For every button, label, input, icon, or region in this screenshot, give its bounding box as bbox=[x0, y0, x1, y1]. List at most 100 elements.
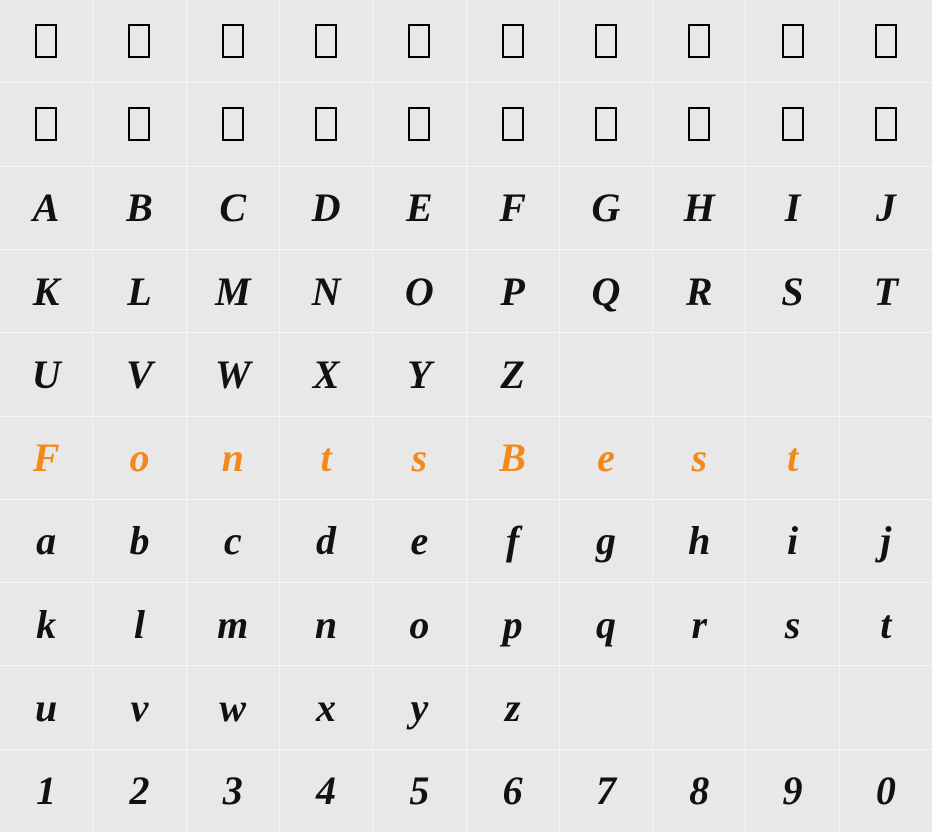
placeholder-glyph-icon bbox=[315, 107, 337, 141]
glyph-cell: v bbox=[93, 666, 185, 748]
glyph-cell bbox=[840, 333, 932, 415]
glyph-cell: L bbox=[93, 250, 185, 332]
glyph-cell bbox=[560, 0, 652, 82]
placeholder-glyph-icon bbox=[875, 24, 897, 58]
glyph-cell: H bbox=[653, 167, 745, 249]
glyph-cell: e bbox=[373, 500, 465, 582]
glyph-grid: ABCDEFGHIJKLMNOPQRSTUVWXYZFontsBestabcde… bbox=[0, 0, 932, 832]
glyph-cell bbox=[653, 0, 745, 82]
glyph-cell: J bbox=[840, 167, 932, 249]
glyph-cell: M bbox=[187, 250, 279, 332]
glyph-cell: 8 bbox=[653, 750, 745, 832]
glyph-cell: E bbox=[373, 167, 465, 249]
glyph-cell bbox=[373, 83, 465, 165]
glyph-cell: h bbox=[653, 500, 745, 582]
glyph-cell: g bbox=[560, 500, 652, 582]
glyph-cell: Y bbox=[373, 333, 465, 415]
glyph-cell bbox=[840, 83, 932, 165]
glyph-cell bbox=[373, 0, 465, 82]
glyph-cell bbox=[467, 83, 559, 165]
placeholder-glyph-icon bbox=[408, 107, 430, 141]
glyph-cell: 7 bbox=[560, 750, 652, 832]
glyph-cell bbox=[653, 83, 745, 165]
glyph-cell: b bbox=[93, 500, 185, 582]
glyph-cell: n bbox=[187, 417, 279, 499]
glyph-cell: K bbox=[0, 250, 92, 332]
placeholder-glyph-icon bbox=[875, 107, 897, 141]
placeholder-glyph-icon bbox=[35, 24, 57, 58]
glyph-cell bbox=[93, 0, 185, 82]
glyph-cell: r bbox=[653, 583, 745, 665]
glyph-cell: a bbox=[0, 500, 92, 582]
glyph-cell: e bbox=[560, 417, 652, 499]
glyph-cell: c bbox=[187, 500, 279, 582]
glyph-cell: C bbox=[187, 167, 279, 249]
glyph-cell bbox=[560, 83, 652, 165]
glyph-cell bbox=[280, 83, 372, 165]
glyph-cell bbox=[840, 0, 932, 82]
glyph-cell: T bbox=[840, 250, 932, 332]
placeholder-glyph-icon bbox=[502, 24, 524, 58]
glyph-cell bbox=[187, 83, 279, 165]
glyph-cell: s bbox=[653, 417, 745, 499]
glyph-cell: A bbox=[0, 167, 92, 249]
glyph-cell: j bbox=[840, 500, 932, 582]
glyph-cell: Z bbox=[467, 333, 559, 415]
placeholder-glyph-icon bbox=[128, 24, 150, 58]
glyph-cell: w bbox=[187, 666, 279, 748]
glyph-cell bbox=[280, 0, 372, 82]
placeholder-glyph-icon bbox=[595, 107, 617, 141]
glyph-cell: 4 bbox=[280, 750, 372, 832]
glyph-cell: 0 bbox=[840, 750, 932, 832]
placeholder-glyph-icon bbox=[222, 107, 244, 141]
glyph-cell: p bbox=[467, 583, 559, 665]
glyph-cell: s bbox=[373, 417, 465, 499]
glyph-cell: o bbox=[93, 417, 185, 499]
glyph-cell: F bbox=[0, 417, 92, 499]
glyph-cell bbox=[653, 333, 745, 415]
placeholder-glyph-icon bbox=[315, 24, 337, 58]
glyph-cell bbox=[560, 333, 652, 415]
glyph-cell: R bbox=[653, 250, 745, 332]
glyph-cell: F bbox=[467, 167, 559, 249]
glyph-cell: U bbox=[0, 333, 92, 415]
glyph-cell: 1 bbox=[0, 750, 92, 832]
glyph-cell bbox=[840, 417, 932, 499]
placeholder-glyph-icon bbox=[502, 107, 524, 141]
glyph-cell: P bbox=[467, 250, 559, 332]
glyph-cell bbox=[653, 666, 745, 748]
glyph-cell: 5 bbox=[373, 750, 465, 832]
glyph-cell: N bbox=[280, 250, 372, 332]
glyph-cell bbox=[746, 83, 838, 165]
glyph-cell: V bbox=[93, 333, 185, 415]
placeholder-glyph-icon bbox=[595, 24, 617, 58]
glyph-cell: G bbox=[560, 167, 652, 249]
glyph-cell: m bbox=[187, 583, 279, 665]
glyph-cell: D bbox=[280, 167, 372, 249]
glyph-cell: q bbox=[560, 583, 652, 665]
glyph-cell: f bbox=[467, 500, 559, 582]
glyph-cell: s bbox=[746, 583, 838, 665]
glyph-cell: t bbox=[280, 417, 372, 499]
glyph-cell bbox=[93, 83, 185, 165]
glyph-cell bbox=[746, 333, 838, 415]
glyph-cell bbox=[0, 0, 92, 82]
glyph-cell: k bbox=[0, 583, 92, 665]
glyph-cell: x bbox=[280, 666, 372, 748]
glyph-cell bbox=[746, 666, 838, 748]
glyph-cell: t bbox=[840, 583, 932, 665]
placeholder-glyph-icon bbox=[35, 107, 57, 141]
glyph-cell: y bbox=[373, 666, 465, 748]
glyph-cell bbox=[187, 0, 279, 82]
glyph-cell bbox=[0, 83, 92, 165]
glyph-cell: O bbox=[373, 250, 465, 332]
glyph-cell: B bbox=[467, 417, 559, 499]
glyph-cell: Q bbox=[560, 250, 652, 332]
glyph-cell: z bbox=[467, 666, 559, 748]
placeholder-glyph-icon bbox=[688, 24, 710, 58]
glyph-cell: I bbox=[746, 167, 838, 249]
glyph-cell: 6 bbox=[467, 750, 559, 832]
glyph-cell: X bbox=[280, 333, 372, 415]
glyph-cell: i bbox=[746, 500, 838, 582]
glyph-cell bbox=[560, 666, 652, 748]
